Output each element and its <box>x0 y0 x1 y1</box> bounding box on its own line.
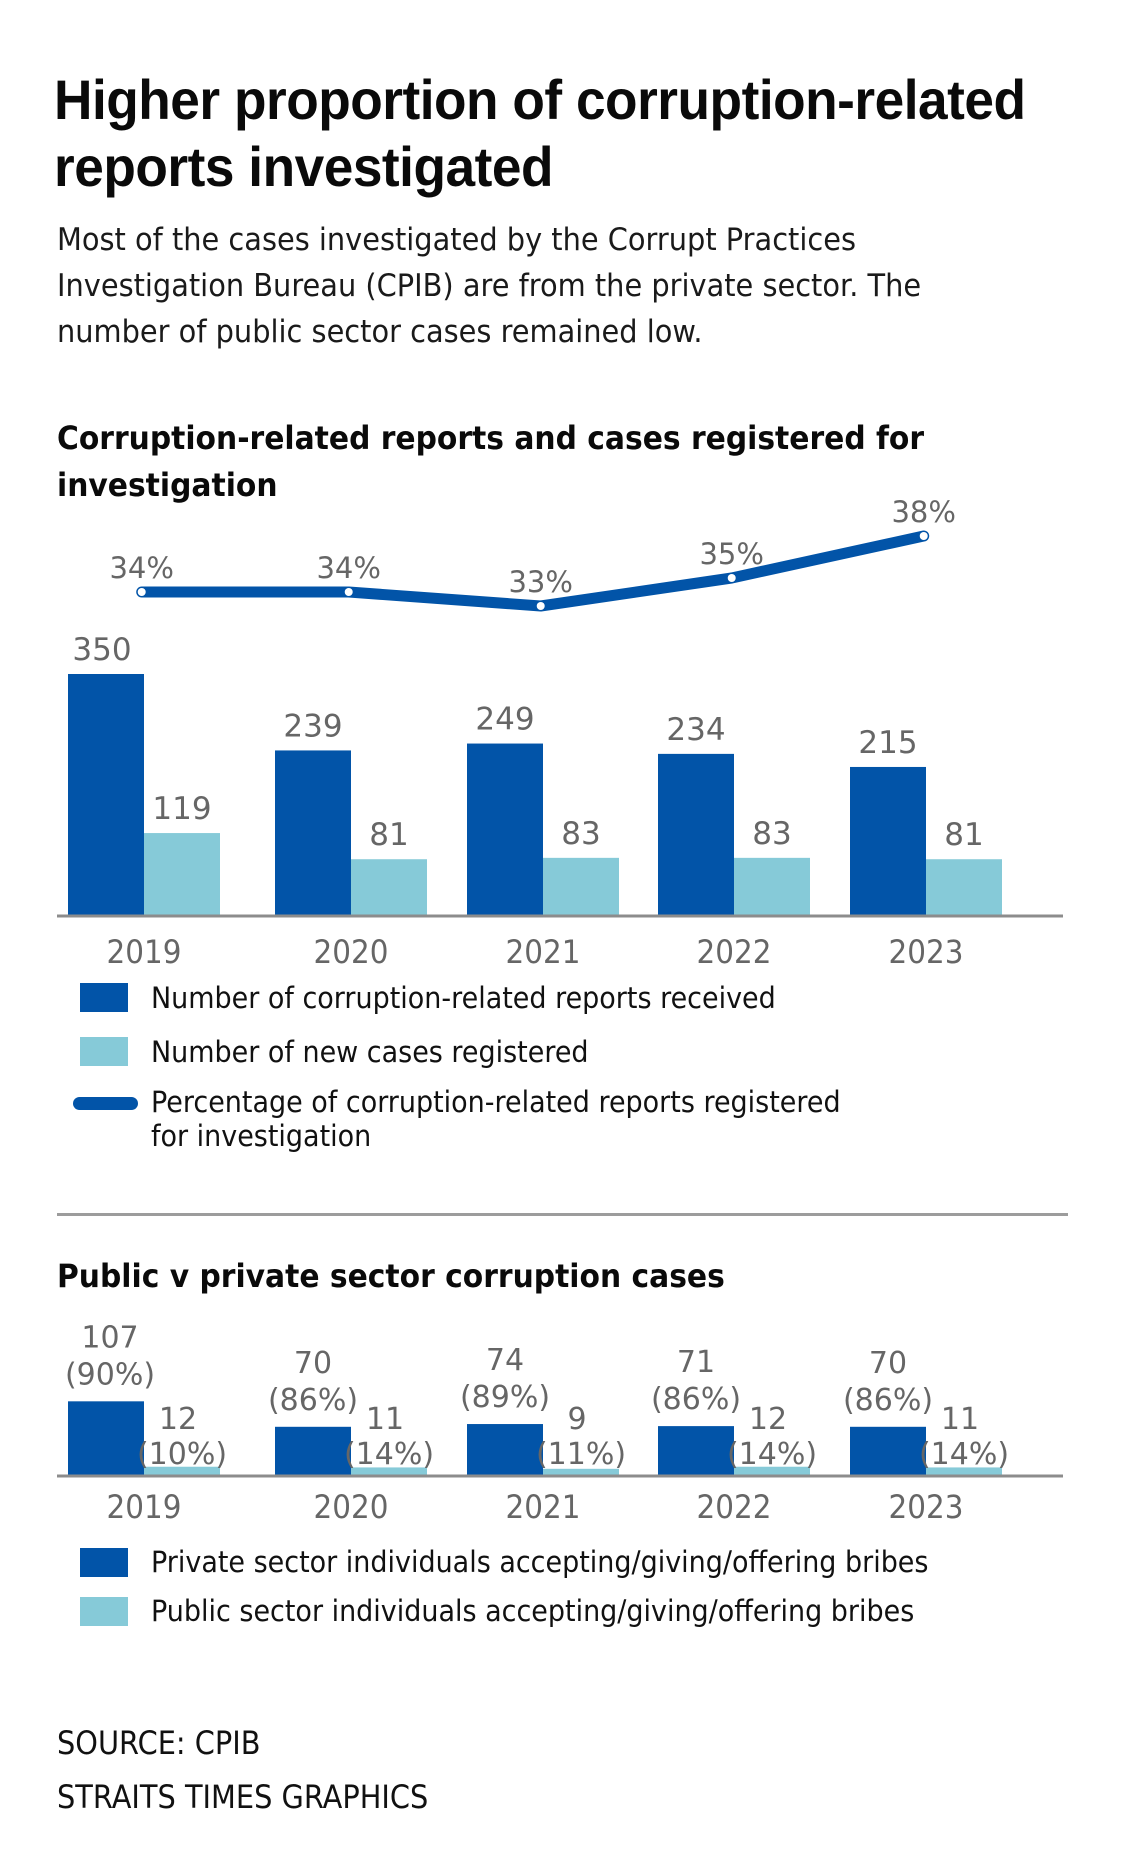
x-tick-label: 2023 <box>889 1489 964 1526</box>
bar-label-reports: 215 <box>858 725 917 761</box>
bar-label-public: 12 <box>749 1402 787 1437</box>
legend-label: Number of corruption-related reports rec… <box>151 981 776 1015</box>
percentage-label: 38% <box>891 500 955 529</box>
bar-label-cases: 81 <box>944 817 983 853</box>
bar-cases-2023 <box>926 859 1002 915</box>
bar-private-2023 <box>850 1426 926 1475</box>
percentage-label: 33% <box>508 565 572 599</box>
bar-label-public-pct: (11%) <box>536 1437 626 1472</box>
infographic-subtitle: Most of the cases investigated by the Co… <box>57 222 922 350</box>
x-tick-label: 2020 <box>314 1489 389 1526</box>
bar-cases-2019 <box>144 833 220 915</box>
bar-label-public-pct: (14%) <box>919 1437 1009 1472</box>
bar-label-public-pct: (10%) <box>137 1437 227 1472</box>
bar-label-cases: 119 <box>152 791 211 827</box>
bar-label-private-pct: (89%) <box>460 1380 550 1415</box>
percentage-point <box>536 602 545 610</box>
bar-reports-2019 <box>68 674 144 915</box>
bar-label-public: 9 <box>567 1402 586 1437</box>
section-divider <box>57 1213 1068 1216</box>
legend-swatch-dark-blue <box>80 983 128 1012</box>
bar-label-private: 71 <box>677 1345 715 1380</box>
bar-label-cases: 81 <box>369 817 408 853</box>
bar-label-private-pct: (86%) <box>268 1383 358 1418</box>
x-tick-label: 2022 <box>697 1489 772 1526</box>
percentage-point <box>919 532 928 540</box>
x-tick-label: 2020 <box>314 934 389 971</box>
bar-private-2020 <box>275 1426 351 1475</box>
legend-label-continued: for investigation <box>151 1119 372 1153</box>
infographic-title: Higher proportion of corruption-related … <box>54 68 1026 198</box>
percentage-point <box>727 574 736 582</box>
bar-reports-2022 <box>658 753 734 915</box>
bar-label-reports: 350 <box>72 632 131 668</box>
x-tick-label: 2019 <box>107 934 182 971</box>
graphics-credit: STRAITS TIMES GRAPHICS <box>57 1778 429 1816</box>
bar-public-2020 <box>351 1467 427 1475</box>
bar-cases-2021 <box>543 857 619 915</box>
reports-cases-chart: 350 119 2019 239 81 2020 249 83 2021 234 83 2022 215… <box>57 500 1063 971</box>
x-tick-label: 2022 <box>697 934 772 971</box>
bar-reports-2021 <box>467 743 543 915</box>
percentage-label: 34% <box>316 551 380 585</box>
bar-label-reports: 234 <box>666 712 725 748</box>
legend-label: Percentage of corruption-related reports… <box>151 1085 841 1119</box>
bar-label-public-pct: (14%) <box>727 1437 817 1472</box>
bar-private-2021 <box>467 1424 543 1475</box>
x-tick-label: 2021 <box>506 1489 581 1526</box>
bar-cases-2020 <box>351 859 427 915</box>
bar-reports-2020 <box>275 750 351 915</box>
bar-private-2019 <box>68 1401 144 1475</box>
bar-label-private: 70 <box>294 1346 332 1381</box>
percentage-point <box>344 588 353 596</box>
public-private-chart: 107(90%)12(10%)201970(86%)11(14%)202074(… <box>57 1320 1063 1526</box>
bar-label-private: 70 <box>869 1346 907 1381</box>
x-tick-label: 2019 <box>107 1489 182 1526</box>
legend-label: Private sector individuals accepting/giv… <box>151 1545 929 1579</box>
x-tick-label: 2023 <box>889 934 964 971</box>
percentage-label: 35% <box>699 537 763 571</box>
source-credit: SOURCE: CPIB <box>57 1724 261 1762</box>
bar-label-public: 12 <box>159 1402 197 1437</box>
bar-label-private: 107 <box>81 1320 138 1355</box>
legend-swatch-light-blue <box>80 1597 128 1626</box>
chart1-title: Corruption-related reports and cases reg… <box>57 419 925 504</box>
bar-label-cases: 83 <box>561 816 600 852</box>
legend-line-swatch <box>73 1097 138 1110</box>
bar-public-2021 <box>543 1468 619 1475</box>
bar-label-private-pct: (86%) <box>843 1383 933 1418</box>
bar-label-private-pct: (86%) <box>651 1382 741 1417</box>
bar-reports-2023 <box>850 766 926 915</box>
chart2-title: Public v private sector corruption cases <box>57 1257 725 1295</box>
bar-label-public: 11 <box>366 1402 404 1437</box>
legend-label: Number of new cases registered <box>151 1035 589 1069</box>
bar-label-reports: 249 <box>475 702 534 738</box>
bar-label-private: 74 <box>486 1343 524 1378</box>
bar-label-public-pct: (14%) <box>344 1437 434 1472</box>
bar-public-2022 <box>734 1466 810 1475</box>
legend-swatch-light-blue <box>80 1037 128 1066</box>
bar-label-public: 11 <box>941 1402 979 1437</box>
legend-label: Public sector individuals accepting/givi… <box>151 1594 915 1628</box>
bar-public-2019 <box>144 1466 220 1475</box>
bar-private-2022 <box>658 1426 734 1475</box>
bar-label-reports: 239 <box>283 708 342 744</box>
bar-public-2023 <box>926 1467 1002 1475</box>
bar-label-cases: 83 <box>752 816 791 852</box>
percentage-label: 34% <box>109 551 173 585</box>
legend-swatch-dark-blue <box>80 1548 128 1577</box>
bar-cases-2022 <box>734 857 810 915</box>
source-block: SOURCE: CPIB STRAITS TIMES GRAPHICS <box>57 1716 428 1824</box>
bar-label-private-pct: (90%) <box>65 1357 155 1392</box>
percentage-point <box>137 588 146 596</box>
x-tick-label: 2021 <box>506 934 581 971</box>
